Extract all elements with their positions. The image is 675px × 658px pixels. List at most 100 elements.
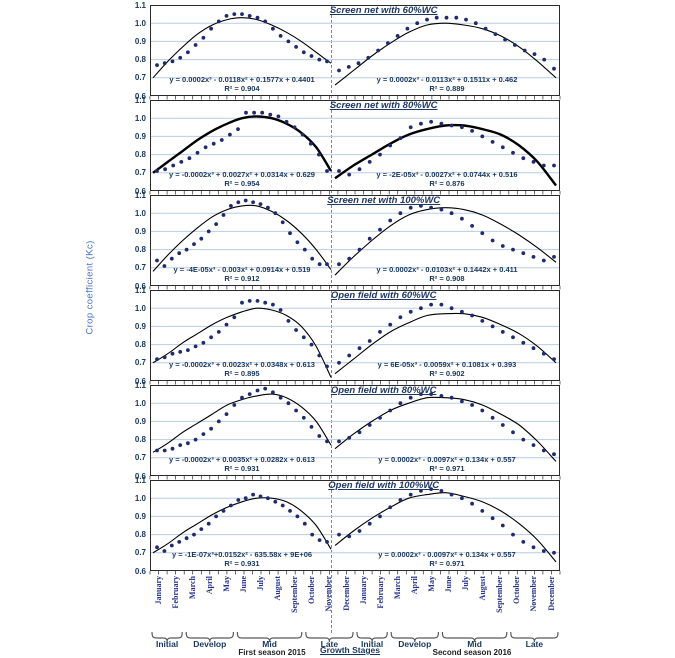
y-axis-tick-label: 0.7 — [134, 73, 146, 83]
chart-panel: 1.1 1.0 0.9 0.8 0.7 0.6 Screen net with 80%WC y… — [135, 96, 561, 196]
month-tick-label: December — [546, 576, 556, 611]
fitted-curve-season2 — [334, 396, 557, 462]
fitted-curve-season1 — [152, 204, 332, 272]
panel-border — [150, 480, 560, 571]
month-tick-label: May — [221, 576, 231, 592]
month-tick-label: May — [426, 576, 436, 592]
y-axis-tick-label: 0.8 — [134, 340, 146, 350]
chart-panel: 1.1 1.0 0.9 0.8 0.7 0.6 Open field with 80%WC y… — [135, 381, 561, 481]
r-squared-text: R² = 0.908 — [429, 274, 465, 284]
y-axis-tick-label: 0.7 — [134, 263, 146, 273]
y-axis-tick-label: 1.0 — [134, 398, 146, 408]
y-axis-tick-label: 1.1 — [134, 285, 146, 295]
equation-text: y = -0.0002x³ + 0.0023x² + 0.0348x + 0.6… — [169, 359, 315, 369]
fitted-curve-season1 — [152, 115, 333, 174]
scatter-points-season1 — [155, 198, 329, 268]
month-tick-label: February — [375, 576, 385, 609]
equation-text: y = -2E-05x³ - 0.0027x² + 0.0744x + 0.51… — [376, 169, 518, 179]
fit-equation-season1: y = -0.0002x³ + 0.0027x² + 0.0314x + 0.6… — [150, 170, 334, 190]
y-axis-tick-label: 1.0 — [134, 113, 146, 123]
r-squared-text: R² = 0.904 — [224, 84, 260, 94]
y-axis-tick-label: 0.6 — [134, 376, 146, 386]
stage-bracket — [390, 631, 439, 643]
growth-stage-label: Mid — [467, 639, 482, 649]
fit-equation-season2: y = 0.0002x³ - 0.0097x² + 0.134x + 0.557… — [336, 550, 558, 570]
fitted-curve-season1 — [152, 497, 332, 554]
panel-title: Open field with 80%WC — [330, 385, 437, 396]
stage-bracket — [441, 631, 508, 643]
scatter-points-season1 — [155, 492, 329, 553]
y-axis-tick-label: 1.0 — [134, 208, 146, 218]
fitted-curve-season2 — [334, 207, 557, 276]
scatter-points-season2 — [337, 302, 556, 365]
fitted-curve-season1 — [152, 393, 332, 453]
month-tick-label: January — [358, 576, 368, 605]
month-tick-label: August — [273, 576, 283, 601]
fit-equation-season1: y = 0.0002x³ - 0.0118x² + 0.1577x + 0.44… — [150, 75, 334, 95]
month-tick-label: January — [153, 576, 163, 605]
panel-border — [150, 290, 560, 381]
growth-stage-label: Late — [525, 639, 544, 649]
month-tick-label: September — [495, 576, 505, 613]
y-axis-tick-label: 1.0 — [134, 493, 146, 503]
chart-panel: 1.1 1.0 0.9 0.8 0.7 0.6 Screen net with 60%WC y… — [135, 1, 561, 101]
month-tick-label: April — [204, 576, 214, 595]
fitted-curve-season2 — [334, 492, 557, 563]
y-axis-tick-label: 1.0 — [134, 303, 146, 313]
fit-equation-season1: y = -4E-05x³ - 0.003x² + 0.0914x + 0.519… — [150, 265, 334, 285]
equation-text: y = 0.0002x³ - 0.0097x² + 0.134x + 0.557 — [378, 549, 516, 559]
r-squared-text: R² = 0.876 — [429, 179, 465, 189]
panel-title: Open field with 100%WC — [328, 480, 440, 491]
fitted-curve-season1 — [152, 307, 332, 378]
r-squared-text: R² = 0.902 — [429, 369, 465, 379]
panel-title: Screen net with 60%WC — [329, 5, 438, 16]
fitted-curve-season1 — [152, 17, 332, 79]
growth-stage-label: Initial — [155, 639, 179, 649]
scatter-points-season2 — [337, 15, 556, 73]
y-axis-tick-label: 0.8 — [134, 435, 146, 445]
chart-panel: 1.1 1.0 0.9 0.8 0.7 0.6 Open field with 100%WC… — [135, 476, 561, 576]
month-tick-label: March — [187, 576, 197, 599]
month-tick-label: November — [324, 576, 334, 612]
y-axis-tick-label: 0.8 — [134, 245, 146, 255]
r-squared-text: R² = 0.889 — [429, 84, 465, 94]
month-tick-label: June — [239, 576, 248, 593]
plot-area — [149, 100, 561, 195]
fit-equation-season2: y = -2E-05x³ - 0.0027x² + 0.0744x + 0.51… — [336, 170, 558, 190]
scatter-points-season1 — [155, 386, 329, 453]
panel-border — [150, 5, 560, 96]
y-axis-tick-label: 0.7 — [134, 453, 146, 463]
month-tick-label: August — [478, 576, 488, 601]
y-axis-tick-label: 1.1 — [134, 0, 146, 10]
month-tick-label: October — [307, 576, 317, 604]
fit-equation-season1: y = -0.0002x³ + 0.0023x² + 0.0348x + 0.6… — [150, 360, 334, 380]
plot-area — [149, 385, 561, 480]
panel-border — [150, 195, 560, 286]
month-tick-label: October — [512, 576, 522, 604]
y-axis-tick-label: 0.7 — [134, 548, 146, 558]
month-tick-label: July — [256, 576, 265, 591]
month-tick-label: November — [529, 576, 539, 612]
y-axis-tick-label: 1.1 — [134, 190, 146, 200]
fit-equation-season1: y = -0.0002x³ + 0.0035x² + 0.0282x + 0.6… — [150, 455, 334, 475]
y-axis-tick-label: 0.6 — [134, 566, 146, 576]
y-axis-tick-label: 0.6 — [134, 91, 146, 101]
month-tick-label: April — [409, 576, 419, 595]
equation-text: y = -0.0002x³ + 0.0027x² + 0.0314x + 0.6… — [169, 169, 315, 179]
y-axis-tick-label: 0.9 — [134, 511, 146, 521]
growth-stage-label: Develop — [398, 639, 432, 649]
r-squared-text: R² = 0.971 — [429, 559, 465, 569]
y-axis-tick-label: 1.1 — [134, 380, 146, 390]
fit-equation-season2: y = 0.0002x³ - 0.0097x² + 0.134x + 0.557… — [336, 455, 558, 475]
y-axis-title: Crop coefficient (Kc) — [84, 240, 96, 335]
plot-area — [149, 290, 561, 385]
fit-equation-season2: y = 0.0002x³ - 0.0103x² + 0.1442x + 0.41… — [336, 265, 558, 285]
y-axis-tick-label: 0.6 — [134, 471, 146, 481]
fitted-curve-season2 — [334, 22, 557, 86]
stage-bracket — [185, 631, 234, 643]
scatter-points-season1 — [155, 299, 329, 369]
x-axis-tick-marks — [149, 286, 561, 290]
stage-bracket — [510, 631, 559, 643]
chart-panel: 1.1 1.0 0.9 0.8 0.7 0.6 Open field with 60%WC y… — [135, 286, 561, 386]
